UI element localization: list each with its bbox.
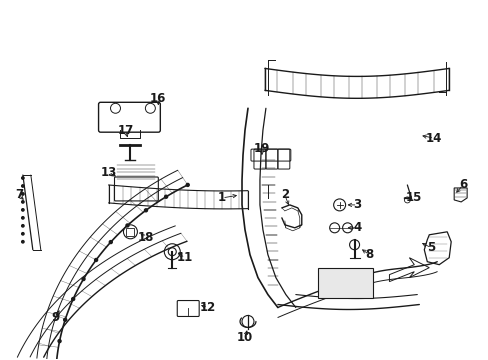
Text: 17: 17 bbox=[117, 124, 133, 137]
Circle shape bbox=[21, 217, 24, 219]
Circle shape bbox=[144, 209, 147, 212]
Circle shape bbox=[72, 297, 75, 301]
Circle shape bbox=[82, 278, 85, 280]
Circle shape bbox=[21, 233, 24, 235]
Text: 11: 11 bbox=[177, 251, 193, 264]
Text: 19: 19 bbox=[253, 141, 269, 155]
Text: 10: 10 bbox=[236, 331, 253, 344]
Circle shape bbox=[186, 183, 189, 186]
Text: 6: 6 bbox=[458, 179, 467, 192]
Circle shape bbox=[109, 240, 112, 244]
Text: 13: 13 bbox=[100, 166, 117, 179]
Text: 9: 9 bbox=[52, 311, 60, 324]
Text: 5: 5 bbox=[427, 241, 434, 254]
Circle shape bbox=[21, 177, 24, 179]
Circle shape bbox=[63, 318, 66, 321]
Text: 18: 18 bbox=[137, 231, 153, 244]
Circle shape bbox=[21, 240, 24, 243]
Text: 14: 14 bbox=[425, 132, 442, 145]
Text: 15: 15 bbox=[406, 192, 422, 204]
Circle shape bbox=[164, 195, 167, 198]
Text: 7: 7 bbox=[15, 188, 23, 202]
Text: 8: 8 bbox=[365, 248, 373, 261]
Circle shape bbox=[21, 201, 24, 203]
Text: 3: 3 bbox=[353, 198, 361, 211]
Circle shape bbox=[21, 185, 24, 187]
Circle shape bbox=[21, 209, 24, 211]
FancyBboxPatch shape bbox=[317, 268, 372, 298]
Text: 4: 4 bbox=[353, 221, 361, 234]
Circle shape bbox=[58, 339, 61, 343]
Circle shape bbox=[21, 225, 24, 227]
Circle shape bbox=[126, 224, 129, 227]
Text: 2: 2 bbox=[280, 188, 288, 202]
Circle shape bbox=[94, 258, 98, 261]
Text: 12: 12 bbox=[200, 301, 216, 314]
Text: 16: 16 bbox=[150, 92, 166, 105]
Circle shape bbox=[21, 193, 24, 195]
Text: 1: 1 bbox=[218, 192, 225, 204]
